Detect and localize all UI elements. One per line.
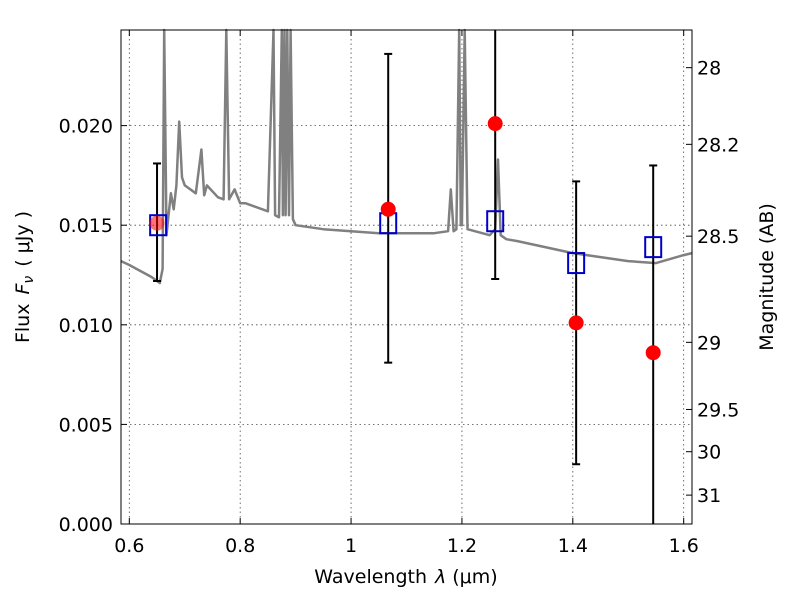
observed-point (568, 315, 584, 331)
y2-tick-label: 28 (697, 58, 721, 80)
x-axis-title-prefix: Wavelength (314, 566, 427, 588)
observed-point (487, 116, 503, 132)
y2-tick-label: 29.5 (697, 399, 739, 421)
y2-tick-label: 28.2 (697, 134, 739, 156)
x-tick-label: 0.6 (114, 535, 144, 557)
y2-tick-label: 30 (697, 442, 721, 464)
observed-point (645, 345, 661, 361)
model-photometry-square (644, 236, 663, 259)
y2-tick-labels: 28 28.2 28.5 29 29.5 30 31 (697, 58, 739, 507)
tick-marks (121, 30, 692, 525)
y2-tick-label: 28.5 (697, 226, 739, 248)
x-axis-title-units: (μm) (452, 566, 497, 588)
y2-tick-label: 31 (697, 485, 721, 507)
y-tick-label: 0.000 (59, 514, 113, 536)
x-tick-label: 1.6 (669, 535, 699, 557)
model-photometry-layer (149, 210, 663, 275)
y2-tick-label: 29 (697, 332, 721, 354)
y-axis-title: Flux Fν ( μJy ) (12, 211, 37, 343)
plot-frame (120, 29, 693, 525)
y2-axis-title: Magnitude (AB) (756, 203, 778, 351)
y-tick-label: 0.010 (59, 315, 113, 337)
y-axis-title-subscript: ν (21, 276, 37, 284)
observed-points-layer (149, 116, 661, 361)
y-axis-title-units: ( μJy ) (12, 211, 34, 267)
x-tick-labels: 0.6 0.8 1 1.2 1.4 1.6 (114, 535, 699, 557)
y-axis-title-symbol: F (12, 283, 34, 295)
x-axis-title: Wavelength λ (μm) (314, 566, 497, 588)
y-tick-label: 0.020 (59, 116, 113, 138)
x-axis-title-lambda: λ (434, 566, 446, 588)
model-photometry-square (486, 210, 505, 233)
x-tick-label: 1.4 (558, 535, 588, 557)
x-tick-label: 1 (345, 535, 357, 557)
x-tick-label: 0.8 (225, 535, 255, 557)
y-tick-labels: 0.000 0.005 0.010 0.015 0.020 (59, 116, 113, 536)
y-tick-label: 0.005 (59, 414, 113, 436)
y-tick-label: 0.015 (59, 215, 113, 237)
observed-point (149, 215, 165, 231)
observed-point (380, 201, 396, 217)
model-photometry-square (567, 252, 586, 275)
y-axis-title-prefix: Flux (12, 304, 34, 344)
x-tick-label: 1.2 (447, 535, 477, 557)
